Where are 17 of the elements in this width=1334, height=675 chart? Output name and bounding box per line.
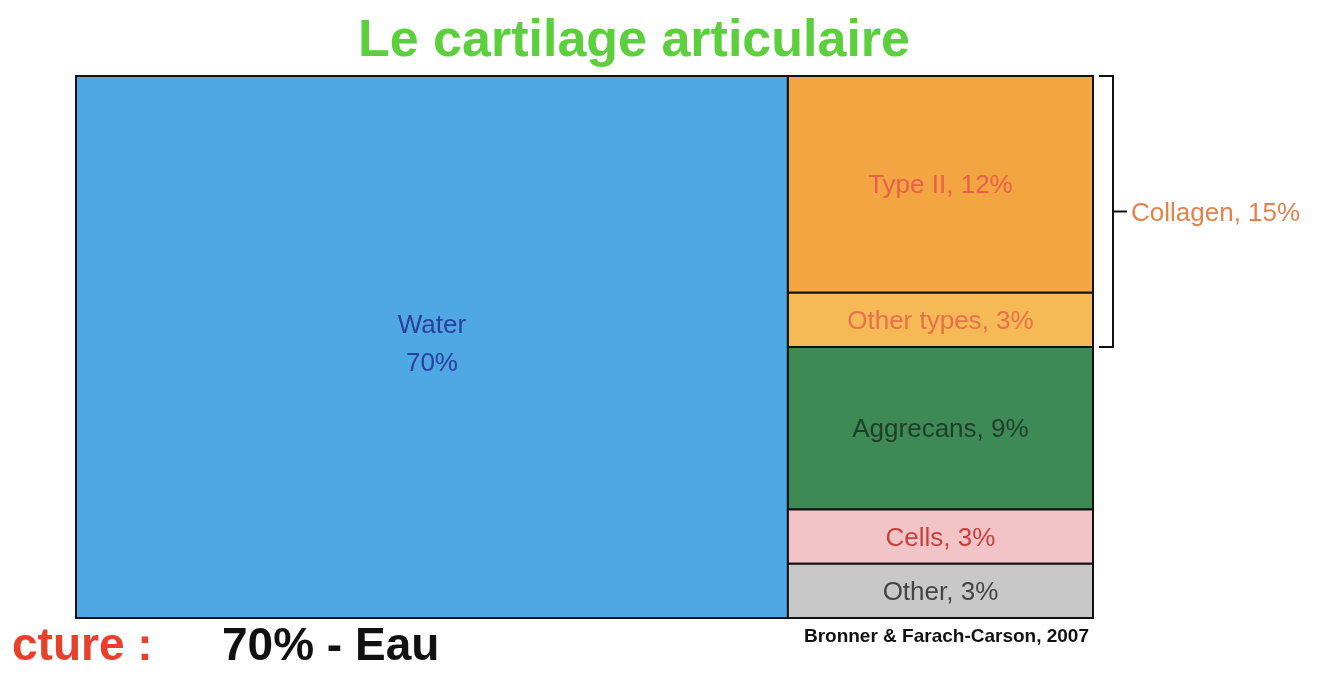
- category-label: Water: [397, 309, 467, 339]
- category-label: Aggrecans: [852, 413, 977, 444]
- text: Bronner & Farach-Carson, 2007: [803, 625, 1089, 646]
- category-label: Other types: [847, 304, 982, 335]
- data-label: , 3%: [946, 575, 999, 606]
- data-label: , 12%: [946, 169, 1013, 200]
- text: Le cartilage articulaire: [357, 9, 911, 67]
- category-label: Cells: [885, 521, 944, 552]
- text: 70% - Eau: [222, 618, 440, 670]
- data-label: , 3%: [943, 521, 996, 552]
- data-label: 70%: [405, 347, 458, 377]
- data-label: , 9%: [976, 413, 1029, 444]
- category-label: Type II: [868, 169, 947, 200]
- data-label: , 3%: [981, 304, 1034, 335]
- text: cture :: [12, 618, 153, 670]
- category-label: Other: [882, 575, 948, 606]
- text: Collagen, 15%: [1131, 196, 1301, 227]
